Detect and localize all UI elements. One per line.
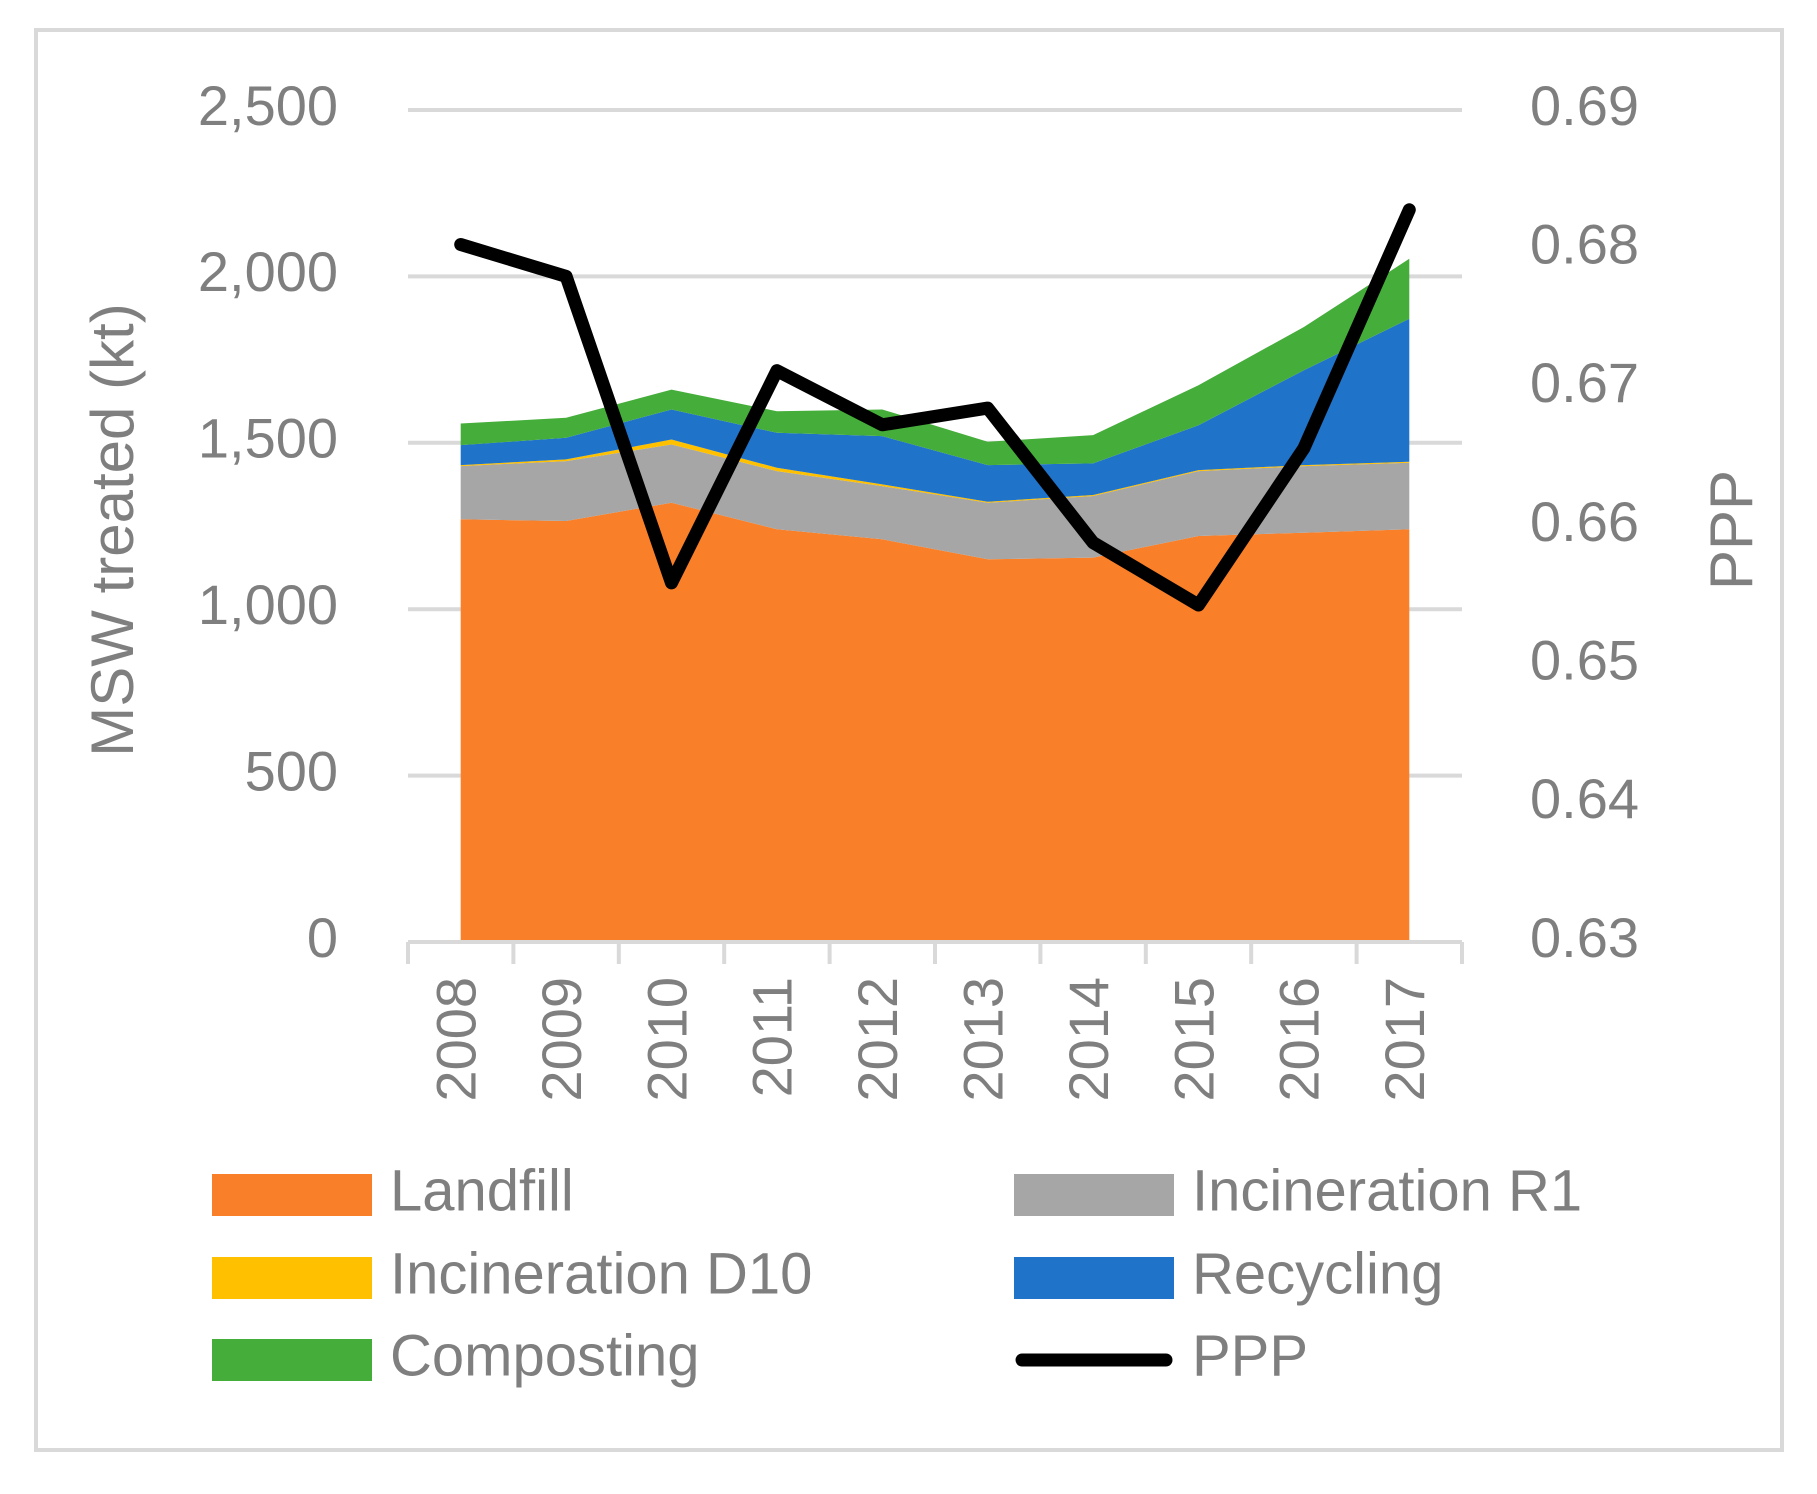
y2-tick-label-0-65: 0.65	[1530, 628, 1639, 691]
y-tick-label-1-000: 1,000	[198, 573, 338, 636]
left-axis-ticks: 0 500 1,000 1,500 2,000 2,500	[198, 74, 338, 969]
left-axis-title: MSW treated (kt)	[79, 303, 146, 756]
legend-swatch-recycling	[1014, 1257, 1174, 1299]
ppp-line-layer	[454, 203, 1416, 612]
legend-label-recycling: Recycling	[1192, 1241, 1443, 1306]
x-tick-label-2008: 2008	[424, 977, 487, 1102]
legend: Landfill Incineration R1 Incineration D10 R…	[212, 1158, 1582, 1388]
x-tick-label-2010: 2010	[635, 977, 698, 1102]
x-tick-label-2013: 2013	[951, 977, 1014, 1102]
x-axis: 2008 2009 2010 2011 2012 2013 2014 2015 2016 2017	[406, 940, 1464, 1102]
legend-swatch-incineration-r1	[1014, 1174, 1174, 1216]
x-tick-label-2017: 2017	[1373, 977, 1436, 1102]
y2-tick-label-0-69: 0.69	[1530, 74, 1639, 137]
legend-label-landfill: Landfill	[390, 1158, 574, 1223]
right-axis-title: PPP	[1698, 470, 1765, 590]
stacked-areas	[460, 258, 1410, 942]
area-incineration-r1	[460, 444, 1410, 560]
legend-label-ppp: PPP	[1192, 1323, 1308, 1388]
y2-tick-label-0-66: 0.66	[1530, 490, 1639, 553]
legend-label-incineration-d10: Incineration D10	[390, 1241, 812, 1306]
y-tick-label-2-000: 2,000	[198, 240, 338, 303]
area-recycling	[460, 318, 1410, 502]
area-landfill	[460, 502, 1410, 942]
y2-tick-label-0-64: 0.64	[1530, 767, 1639, 830]
legend-swatch-incineration-d10	[212, 1257, 372, 1299]
x-tick-label-2009: 2009	[530, 977, 593, 1102]
x-tick-label-2016: 2016	[1268, 977, 1331, 1102]
y2-tick-label-0-68: 0.68	[1530, 212, 1639, 275]
legend-label-incineration-r1: Incineration R1	[1192, 1158, 1582, 1223]
x-tick-label-2011: 2011	[741, 977, 804, 1097]
legend-swatch-landfill	[212, 1174, 372, 1216]
line-ppp	[454, 203, 1416, 612]
area-composting	[460, 258, 1410, 466]
x-tick-label-2014: 2014	[1057, 977, 1120, 1102]
legend-label-composting: Composting	[390, 1323, 699, 1388]
x-tick-label-2012: 2012	[846, 977, 909, 1102]
y-tick-label-0: 0	[307, 906, 338, 969]
y-tick-label-2-500: 2,500	[198, 74, 338, 137]
right-axis-ticks: 0.63 0.64 0.65 0.66 0.67 0.68 0.69	[1530, 74, 1639, 969]
y2-tick-label-0-63: 0.63	[1530, 906, 1639, 969]
y2-tick-label-0-67: 0.67	[1530, 351, 1639, 414]
y-tick-label-1-500: 1,500	[198, 407, 338, 470]
x-tick-label-2015: 2015	[1162, 977, 1225, 1102]
y-tick-label-500: 500	[245, 739, 338, 802]
legend-swatch-composting	[212, 1339, 372, 1381]
